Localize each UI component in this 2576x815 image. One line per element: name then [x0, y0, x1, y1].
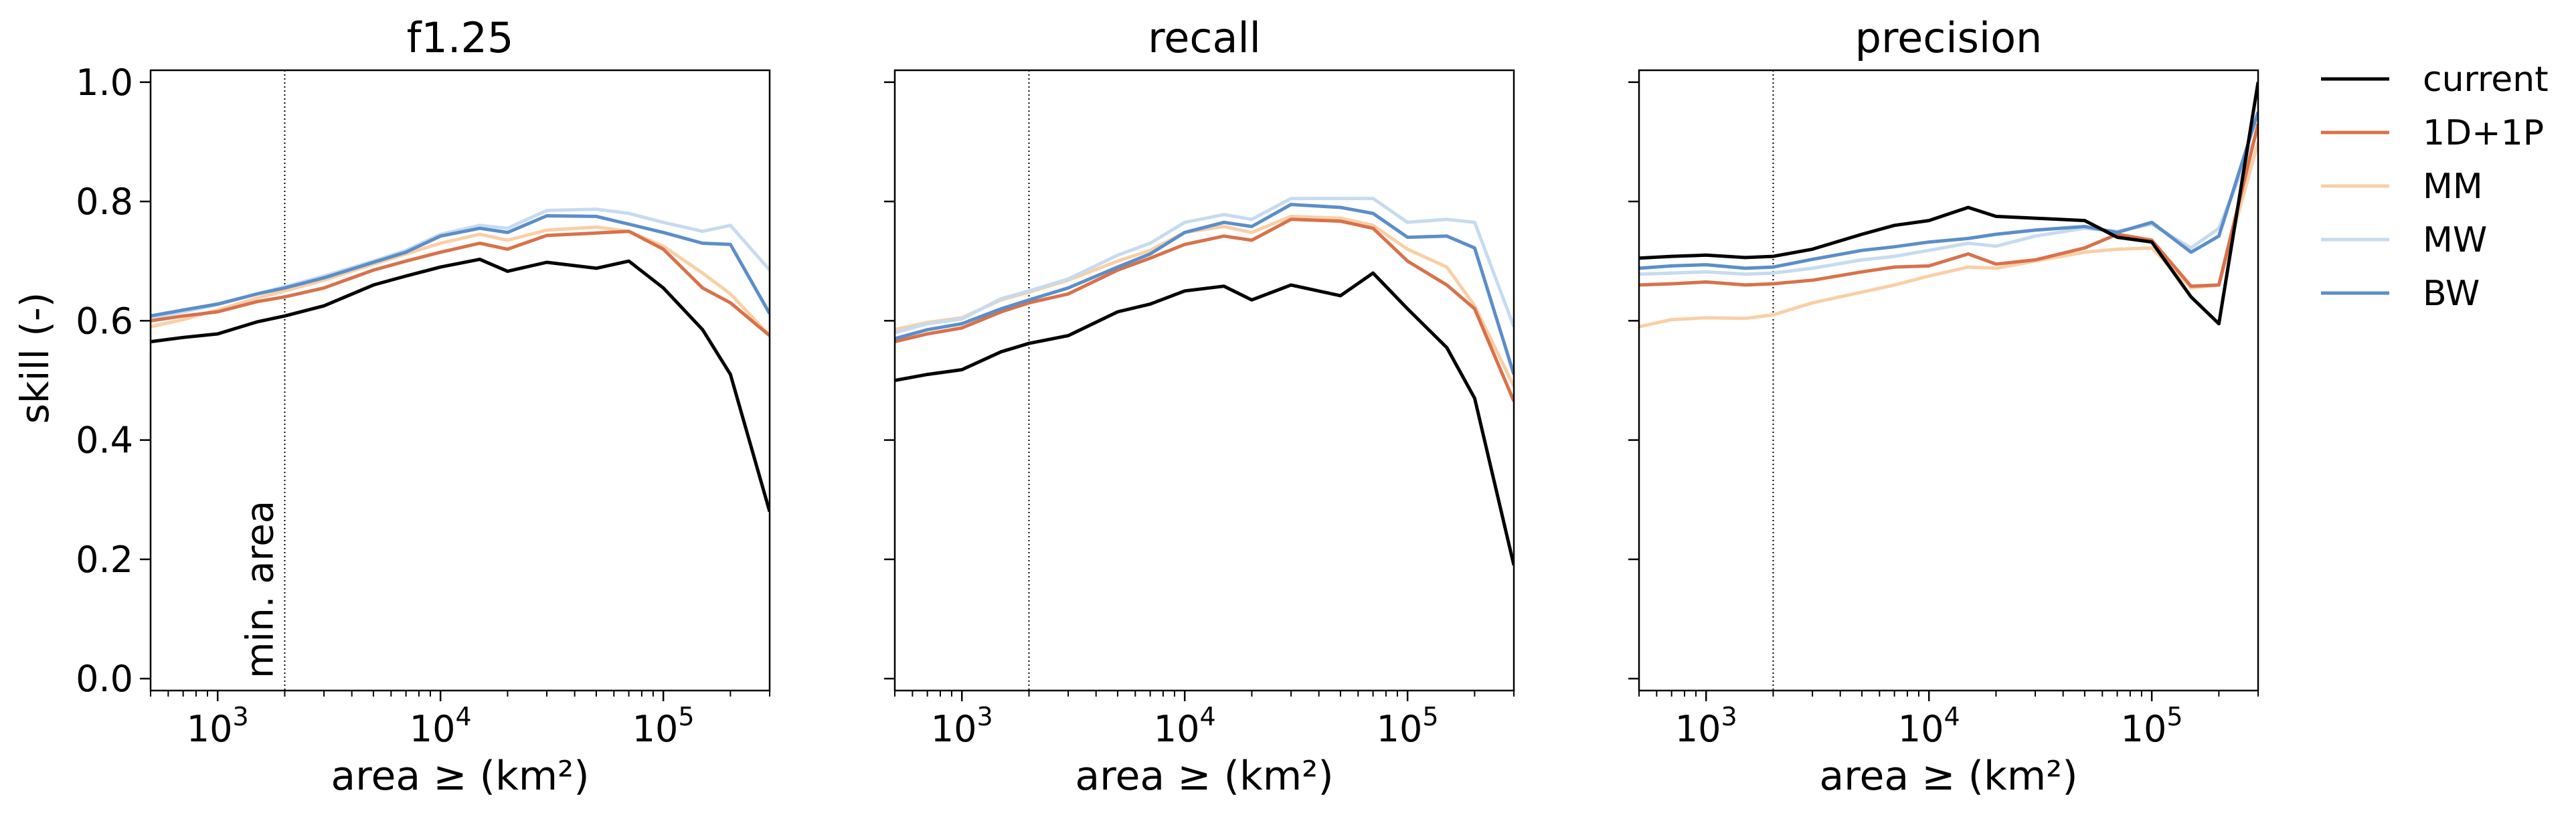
x-tick-label: 105	[2121, 702, 2183, 750]
x-tick-label: 105	[1377, 702, 1439, 750]
legend-label: 1D+1P	[2423, 113, 2544, 153]
y-tick-label: 0.6	[76, 300, 133, 342]
x-axis-label: area ≥ (km²)	[1819, 753, 2077, 800]
series-group	[1639, 82, 2258, 329]
legend-item: current	[2321, 60, 2549, 100]
series-line-mm	[151, 225, 770, 337]
series-line-current	[895, 271, 1514, 566]
y-axis-label: skill (-)	[12, 292, 58, 424]
panel-1: recall 103 104 105 area ≥ (km²)	[884, 13, 1515, 800]
x-tick-label: 103	[931, 702, 993, 750]
legend-label: MW	[2423, 220, 2487, 260]
legend-item: MM	[2321, 167, 2483, 207]
series-line-mm	[1639, 141, 2258, 329]
series-line-bw	[895, 203, 1514, 375]
x-tick-label: 105	[632, 702, 695, 750]
series-line-1d-1p	[151, 230, 770, 337]
y-tick-label: 0.0	[76, 658, 133, 700]
series-group	[151, 207, 770, 513]
y-tick-label: 0.4	[76, 420, 133, 462]
x-axis-label: area ≥ (km²)	[331, 753, 589, 800]
legend-item: BW	[2321, 274, 2480, 314]
axes-frame	[893, 69, 1515, 692]
series-line-mw	[1639, 129, 2258, 276]
series-line-bw	[1639, 111, 2258, 270]
legend-item: MW	[2321, 220, 2487, 260]
series-line-mw	[895, 197, 1514, 335]
axes-frame	[149, 69, 771, 692]
y-tick-label: 0.8	[76, 181, 133, 223]
series-line-current	[151, 258, 770, 513]
panel-title: f1.25	[407, 13, 514, 62]
legend-label: BW	[2423, 274, 2480, 314]
panel-2: precision 103 104 105 area ≥ (km²)	[1628, 13, 2259, 800]
series-group	[895, 197, 1514, 566]
legend-label: current	[2423, 60, 2549, 100]
x-tick-label: 103	[187, 702, 249, 750]
series-line-current	[1639, 82, 2258, 326]
x-tick-label: 103	[1675, 702, 1737, 750]
x-tick-label: 104	[1898, 702, 1960, 750]
panel-title: recall	[1148, 13, 1261, 62]
y-tick-label: 1.0	[76, 62, 133, 104]
legend-item: 1D+1P	[2321, 113, 2544, 153]
panel-0: f1.25 103 104 105 0.0 0.2 0.4 0.6 0.8 1.0 area ≥ (…	[76, 13, 771, 800]
series-line-1d-1p	[1639, 123, 2258, 288]
panel-title: precision	[1855, 13, 2043, 62]
x-axis-label: area ≥ (km²)	[1075, 753, 1333, 800]
series-line-bw	[151, 214, 770, 318]
x-tick-label: 104	[410, 702, 472, 750]
series-line-1d-1p	[895, 217, 1514, 402]
y-tick-label: 0.2	[76, 539, 133, 581]
legend: current 1D+1P MM MW BW	[2321, 60, 2549, 314]
chart-panels: f1.25 103 104 105 0.0 0.2 0.4 0.6 0.8 1.0 area ≥ (…	[76, 13, 2259, 800]
legend-label: MM	[2423, 167, 2483, 207]
axes-frame	[1638, 69, 2259, 692]
min-area-annotation: min. area	[238, 501, 282, 678]
x-tick-label: 104	[1154, 702, 1216, 750]
